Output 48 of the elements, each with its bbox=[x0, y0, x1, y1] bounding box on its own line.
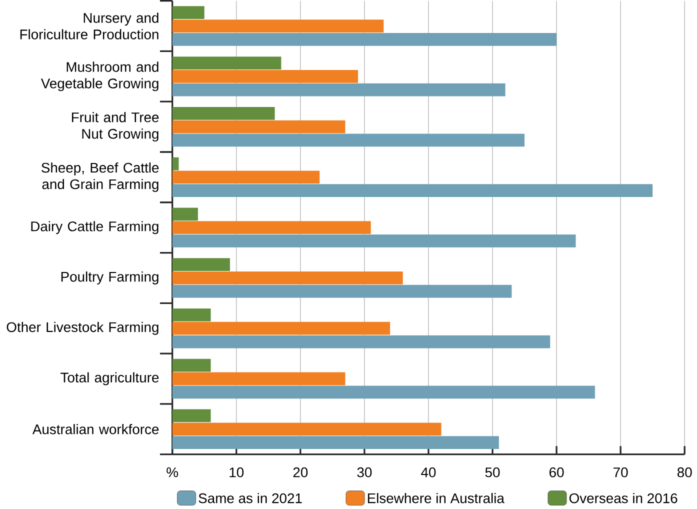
y-tick-label: Dairy Cattle Farming bbox=[31, 220, 158, 234]
bar bbox=[172, 6, 204, 19]
bar bbox=[172, 134, 525, 147]
bar bbox=[172, 386, 595, 398]
bar bbox=[172, 409, 211, 422]
bar bbox=[172, 184, 653, 197]
y-tick-label: Total agriculture bbox=[60, 372, 159, 386]
x-tick-label: 30 bbox=[357, 467, 372, 478]
bar bbox=[172, 284, 512, 298]
x-tick-label: 10 bbox=[230, 467, 244, 478]
bar bbox=[172, 221, 371, 234]
x-tick-label: 40 bbox=[421, 467, 436, 478]
x-tick-label: 50 bbox=[485, 467, 500, 478]
bar bbox=[172, 56, 282, 70]
bar bbox=[172, 422, 442, 436]
bar bbox=[172, 258, 230, 271]
bar bbox=[172, 234, 576, 248]
bar bbox=[172, 358, 211, 372]
bar bbox=[172, 208, 198, 220]
bar bbox=[172, 170, 320, 184]
bar bbox=[172, 335, 550, 348]
bar bbox=[172, 157, 179, 170]
bar bbox=[172, 120, 346, 134]
x-tick-label: 80 bbox=[677, 467, 692, 478]
x-tick-label: 70 bbox=[614, 467, 628, 478]
legend-label: Elsewhere in Australia bbox=[368, 492, 504, 504]
x-tick-label: % bbox=[166, 467, 178, 478]
legend-label: Same as in 2021 bbox=[198, 492, 302, 504]
bar bbox=[172, 83, 506, 96]
y-tick-label: Mushroom and Vegetable Growing bbox=[40, 62, 158, 92]
bar bbox=[172, 106, 275, 120]
y-tick-label: Australian workforce bbox=[32, 424, 159, 434]
y-tick-label: Nursery and Floriculture Production bbox=[20, 12, 158, 40]
bar bbox=[172, 271, 403, 284]
legend-label: Overseas in 2016 bbox=[569, 492, 678, 504]
y-tick-label: Other Livestock Farming bbox=[6, 322, 158, 335]
bar bbox=[172, 32, 557, 46]
bar bbox=[172, 70, 358, 83]
x-tick-label: 60 bbox=[550, 467, 564, 478]
x-tick-label: 20 bbox=[293, 467, 308, 478]
bar bbox=[172, 19, 384, 32]
bar bbox=[172, 322, 390, 335]
y-tick-label: Poultry Farming bbox=[61, 271, 158, 284]
y-tick-label: Sheep, Beef Cattle and Grain Farming bbox=[42, 162, 159, 192]
bar bbox=[172, 372, 346, 386]
bar bbox=[172, 436, 499, 449]
bar bbox=[172, 308, 211, 322]
y-tick-label: Fruit and Tree Nut Growing bbox=[72, 112, 159, 142]
